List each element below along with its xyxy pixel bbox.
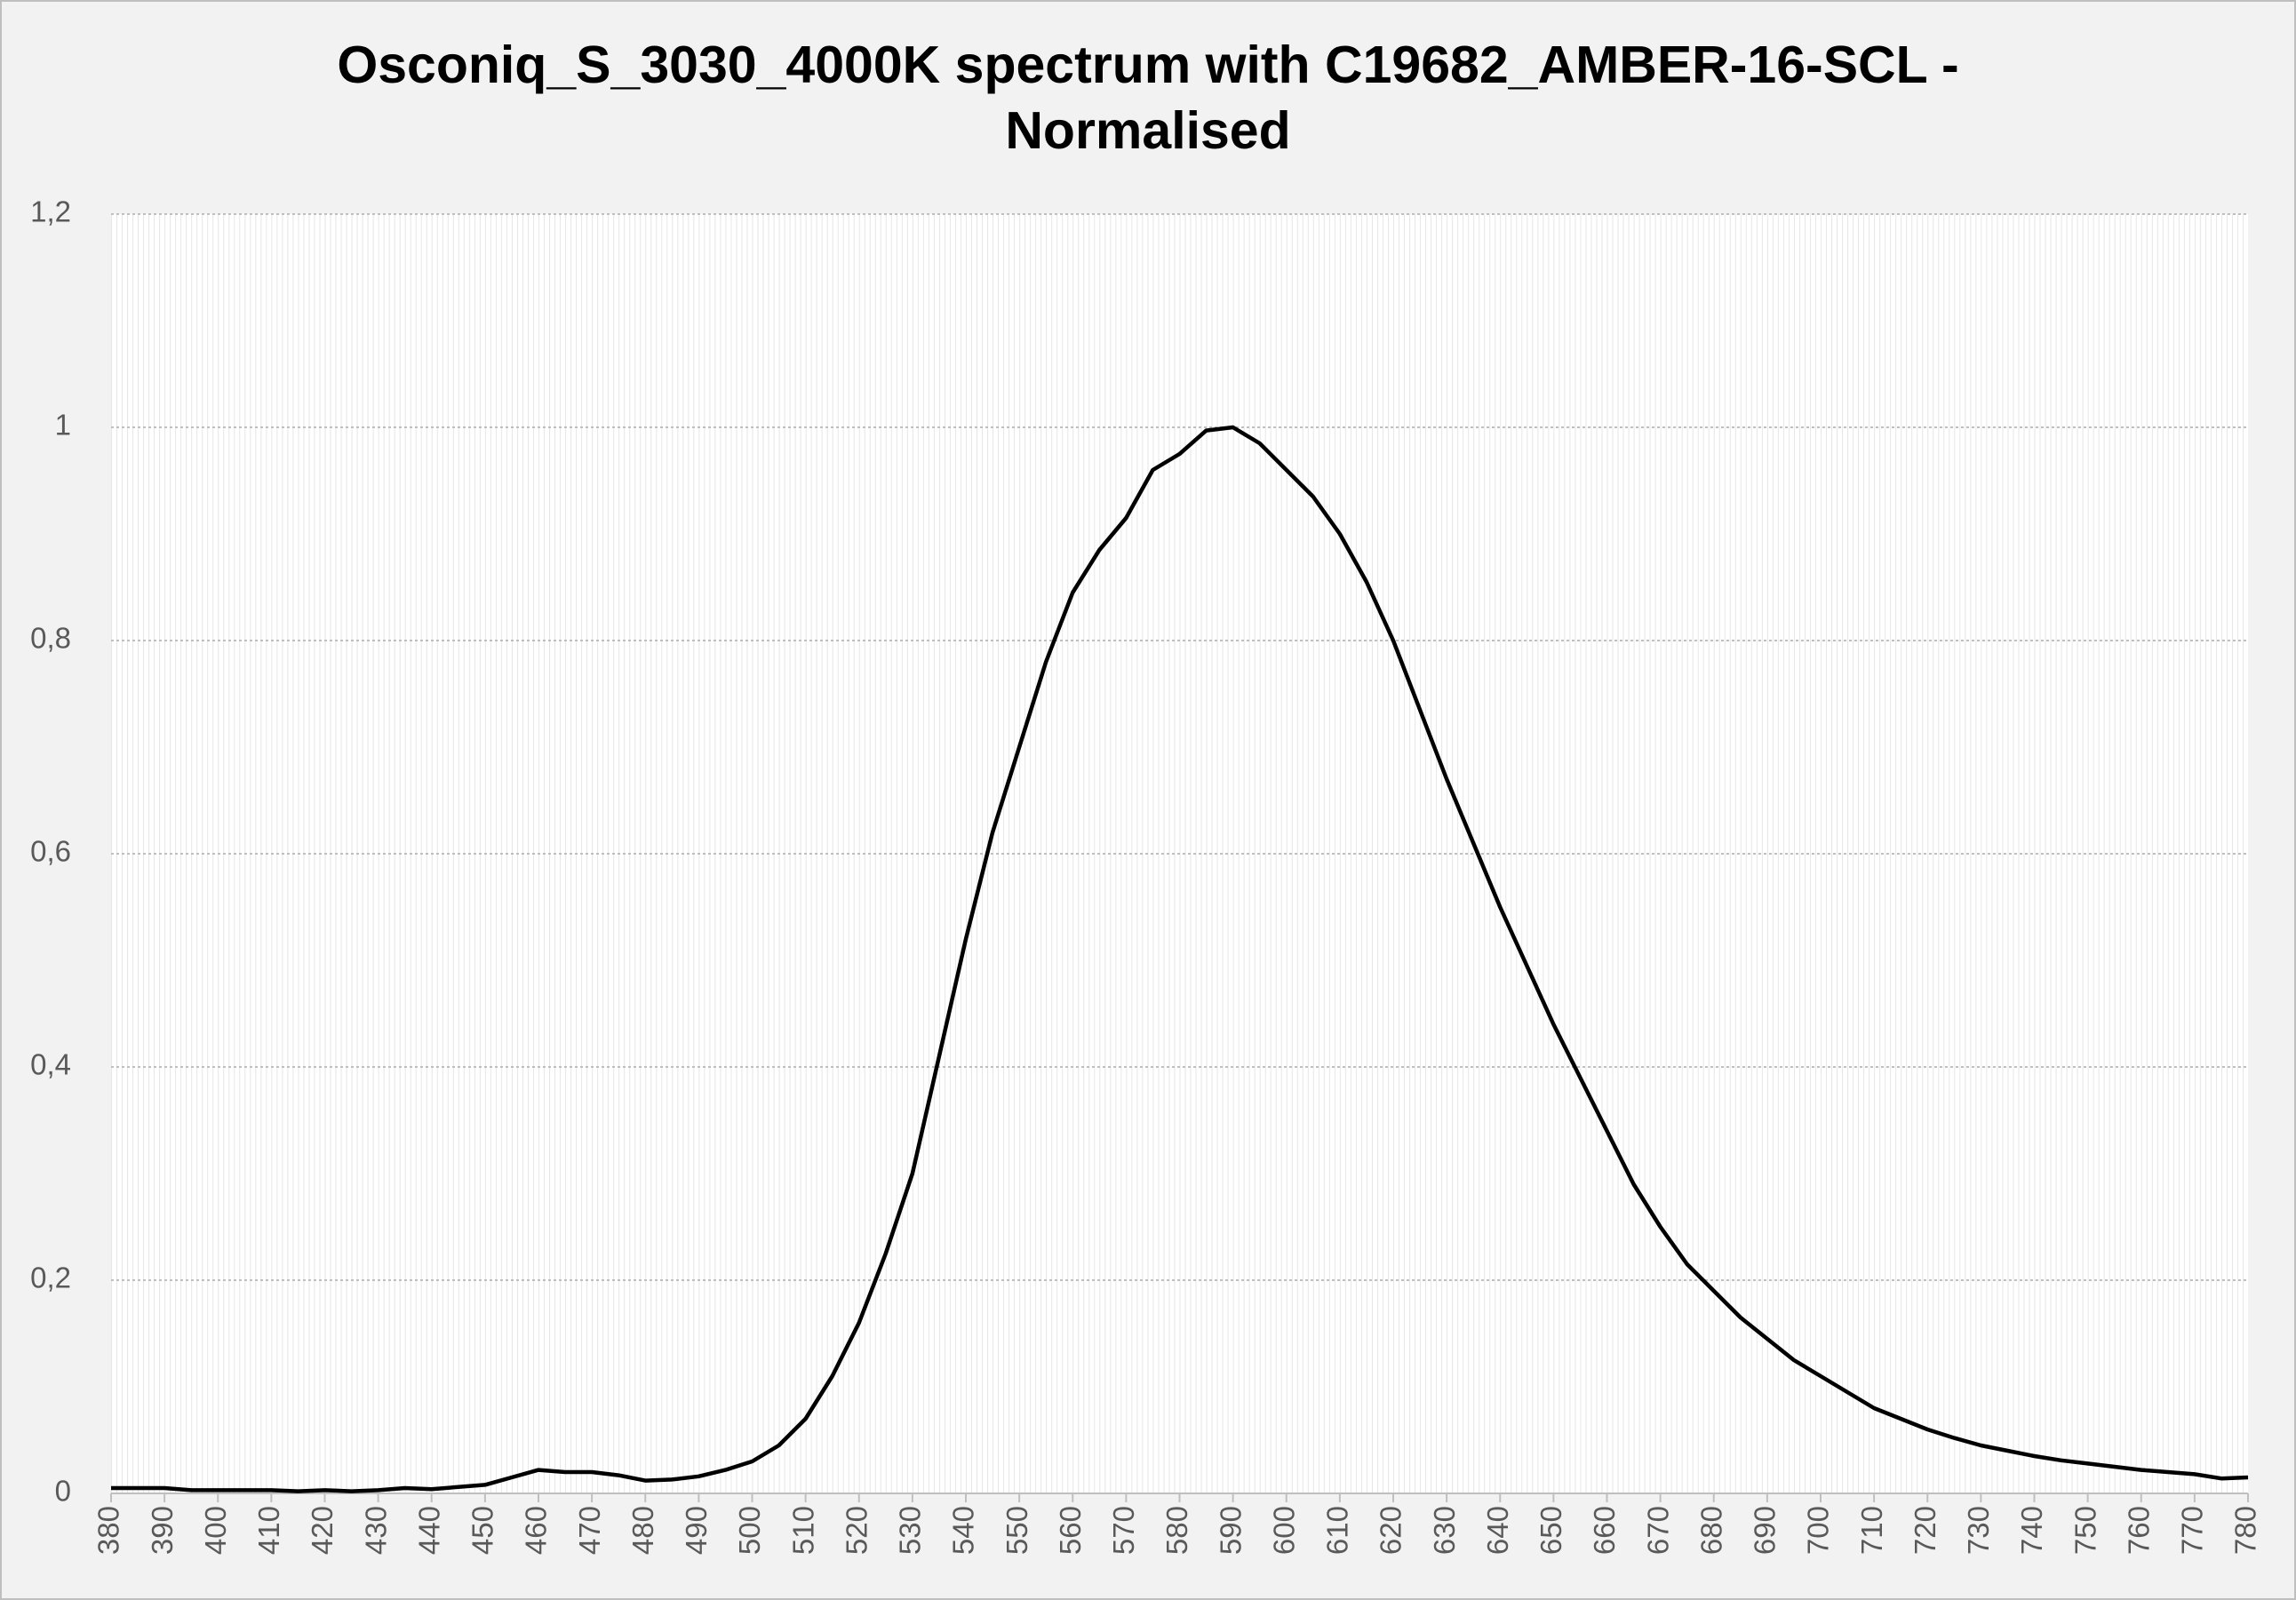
x-tick-label: 470	[573, 1506, 606, 1555]
x-tick-label: 510	[786, 1506, 819, 1555]
x-tick-label: 710	[1855, 1506, 1888, 1555]
x-tick-label: 520	[840, 1506, 873, 1555]
x-tick-label: 380	[92, 1506, 125, 1555]
x-tick-label: 770	[2176, 1506, 2209, 1555]
x-tick-label: 720	[1909, 1506, 1941, 1555]
y-tick-label: 1	[55, 409, 71, 442]
x-tick-label: 750	[2069, 1506, 2101, 1555]
x-tick-label: 650	[1535, 1506, 1567, 1555]
x-tick-label: 390	[146, 1506, 179, 1555]
x-tick-label: 560	[1054, 1506, 1087, 1555]
x-tick-label: 640	[1481, 1506, 1514, 1555]
y-tick-label: 0,6	[30, 835, 71, 868]
y-tick-label: 1,2	[30, 195, 71, 228]
y-tick-label: 0	[55, 1475, 71, 1508]
x-tick-label: 590	[1214, 1506, 1247, 1555]
x-tick-label: 550	[1001, 1506, 1033, 1555]
y-tick-label: 0,2	[30, 1262, 71, 1294]
y-tick-label: 0,8	[30, 622, 71, 655]
x-tick-label: 530	[894, 1506, 927, 1555]
x-tick-label: 760	[2122, 1506, 2155, 1555]
x-tick-label: 620	[1375, 1506, 1407, 1555]
x-tick-label: 430	[359, 1506, 392, 1555]
x-tick-label: 630	[1428, 1506, 1461, 1555]
x-tick-label: 460	[520, 1506, 553, 1555]
x-tick-label: 490	[680, 1506, 713, 1555]
series-line	[111, 425, 2249, 1493]
y-tick-label: 0,4	[30, 1048, 71, 1081]
x-tick-label: 570	[1107, 1506, 1140, 1555]
x-tick-label: 660	[1588, 1506, 1621, 1555]
x-tick-label: 410	[252, 1506, 285, 1555]
x-tick-label: 500	[733, 1506, 766, 1555]
x-tick-label: 730	[1962, 1506, 1995, 1555]
x-tick-label: 580	[1160, 1506, 1193, 1555]
chart-title: Osconiq_S_3030_4000K spectrum with C1968…	[337, 36, 1959, 160]
x-tick-label: 780	[2229, 1506, 2262, 1555]
x-tick-label: 480	[626, 1506, 659, 1555]
x-tick-label: 700	[1802, 1506, 1835, 1555]
x-tick-label: 540	[947, 1506, 980, 1555]
x-tick-label: 440	[412, 1506, 445, 1555]
x-tick-label: 610	[1321, 1506, 1354, 1555]
x-tick-label: 740	[2015, 1506, 2048, 1555]
x-tick-label: 600	[1267, 1506, 1300, 1555]
x-tick-label: 680	[1694, 1506, 1727, 1555]
x-tick-label: 420	[306, 1506, 339, 1555]
x-tick-label: 400	[199, 1506, 232, 1555]
x-tick-label: 450	[466, 1506, 499, 1555]
x-tick-label: 690	[1749, 1506, 1782, 1555]
x-tick-label: 670	[1641, 1506, 1674, 1555]
